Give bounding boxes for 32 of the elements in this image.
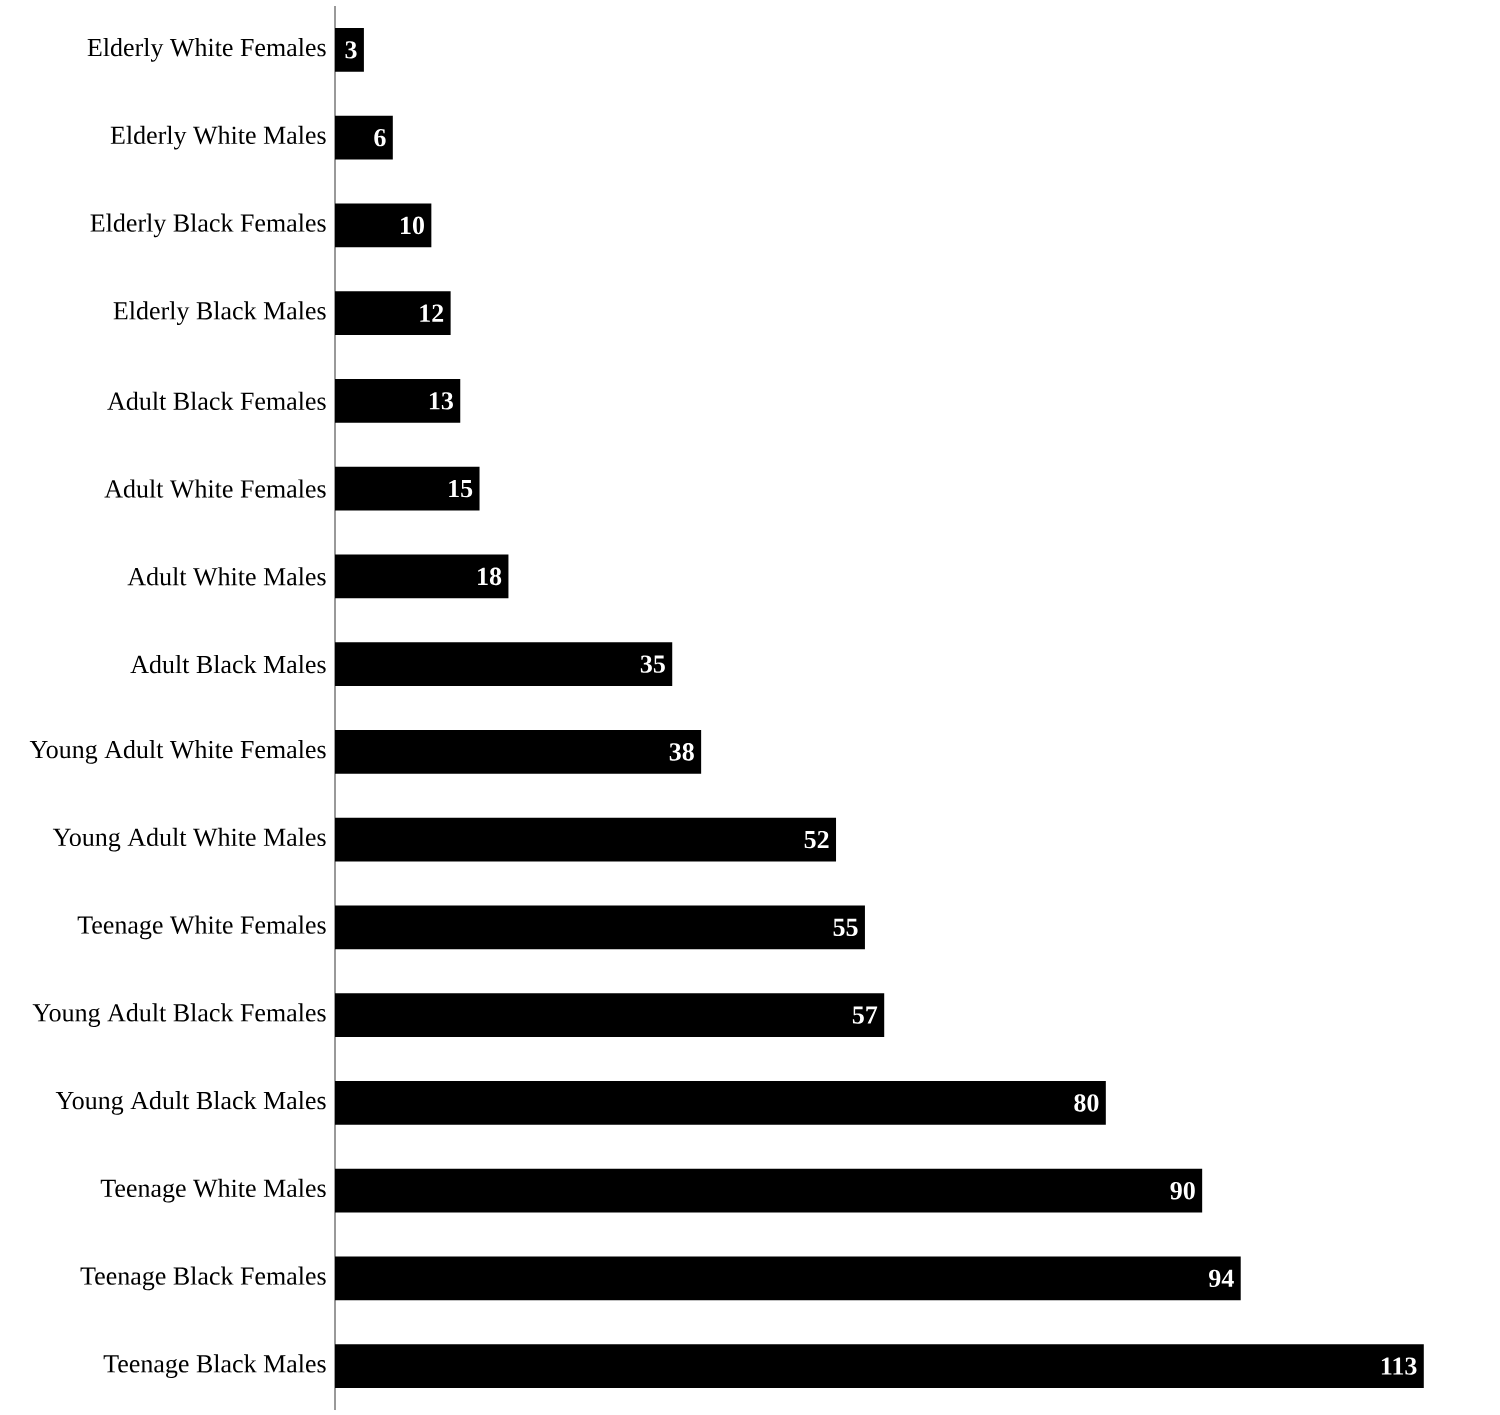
- y-tick-label: Young Adult White Females: [29, 740, 326, 764]
- data-label: 3: [345, 41, 357, 59]
- y-tick-label: Teenage Black Females: [80, 1266, 326, 1291]
- y-tick-label: Adult White Males: [127, 567, 326, 586]
- y-tick-label: Elderly White Females: [87, 38, 326, 62]
- data-label: 94: [1209, 1269, 1234, 1288]
- data-label: 35: [640, 655, 665, 673]
- y-tick-label: Elderly Black Males: [113, 301, 326, 325]
- data-label: 52: [804, 830, 829, 849]
- data-label: 80: [1074, 1094, 1099, 1112]
- data-label: 15: [449, 479, 473, 498]
- data-label: 18: [478, 567, 502, 586]
- data-label: 10: [401, 216, 424, 235]
- data-label: 90: [1170, 1181, 1195, 1200]
- y-tick-label: Elderly Black Females: [90, 213, 326, 238]
- data-label: 55: [833, 918, 858, 937]
- data-label: 57: [852, 1006, 878, 1024]
- data-label: 6: [374, 128, 386, 147]
- y-tick-label: Young Adult Black Males: [55, 1091, 326, 1115]
- y-tick-label: Adult Black Males: [130, 654, 326, 674]
- data-label: 12: [420, 304, 444, 322]
- y-tick-label: Adult Black Females: [107, 391, 326, 411]
- y-tick-label: Teenage White Males: [100, 1178, 326, 1203]
- data-label: 113: [1381, 1357, 1417, 1375]
- y-tick-label: Teenage Black Males: [103, 1354, 326, 1378]
- y-tick-label: Elderly White Males: [110, 125, 326, 150]
- y-tick-label: Young Adult Black Females: [32, 1003, 326, 1027]
- y-tick-label: Teenage White Females: [77, 915, 326, 940]
- y-tick-label: Young Adult White Males: [52, 827, 326, 852]
- data-label: 13: [429, 392, 453, 410]
- data-label: 38: [669, 743, 694, 761]
- y-tick-label: Adult White Females: [104, 479, 326, 498]
